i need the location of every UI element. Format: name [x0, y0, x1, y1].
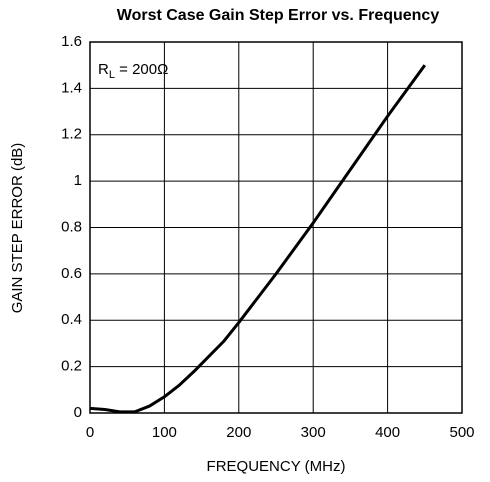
x-tick-label: 200	[226, 424, 251, 441]
x-tick-label: 500	[449, 424, 474, 441]
y-tick-label: 0.4	[61, 311, 82, 328]
x-axis-label: FREQUENCY (MHz)	[207, 458, 346, 475]
y-axis-label: GAIN STEP ERROR (dB)	[9, 143, 26, 314]
y-tick-label: 0.2	[61, 358, 82, 375]
y-tick-label: 1.2	[61, 126, 82, 143]
annotation-text: R	[98, 61, 109, 78]
annotation-rest: = 200Ω	[115, 61, 168, 78]
x-tick-label: 400	[375, 424, 400, 441]
y-tick-label: 0.6	[61, 265, 82, 282]
x-tick-label: 300	[301, 424, 326, 441]
annotation: RL = 200Ω	[98, 61, 168, 81]
line-series	[89, 64, 427, 414]
annotation-sub: L	[109, 69, 115, 81]
y-tick-label: 0.8	[61, 218, 82, 235]
plot-border	[89, 41, 463, 414]
y-tick-label: 1.6	[61, 33, 82, 50]
y-tick-label: 0	[74, 404, 82, 421]
x-tick-label: 100	[152, 424, 177, 441]
y-tick-label: 1	[74, 172, 82, 189]
x-tick-label: 0	[86, 424, 94, 441]
chart-title: Worst Case Gain Step Error vs. Frequency	[117, 7, 440, 24]
y-tick-label: 1.4	[61, 79, 82, 96]
